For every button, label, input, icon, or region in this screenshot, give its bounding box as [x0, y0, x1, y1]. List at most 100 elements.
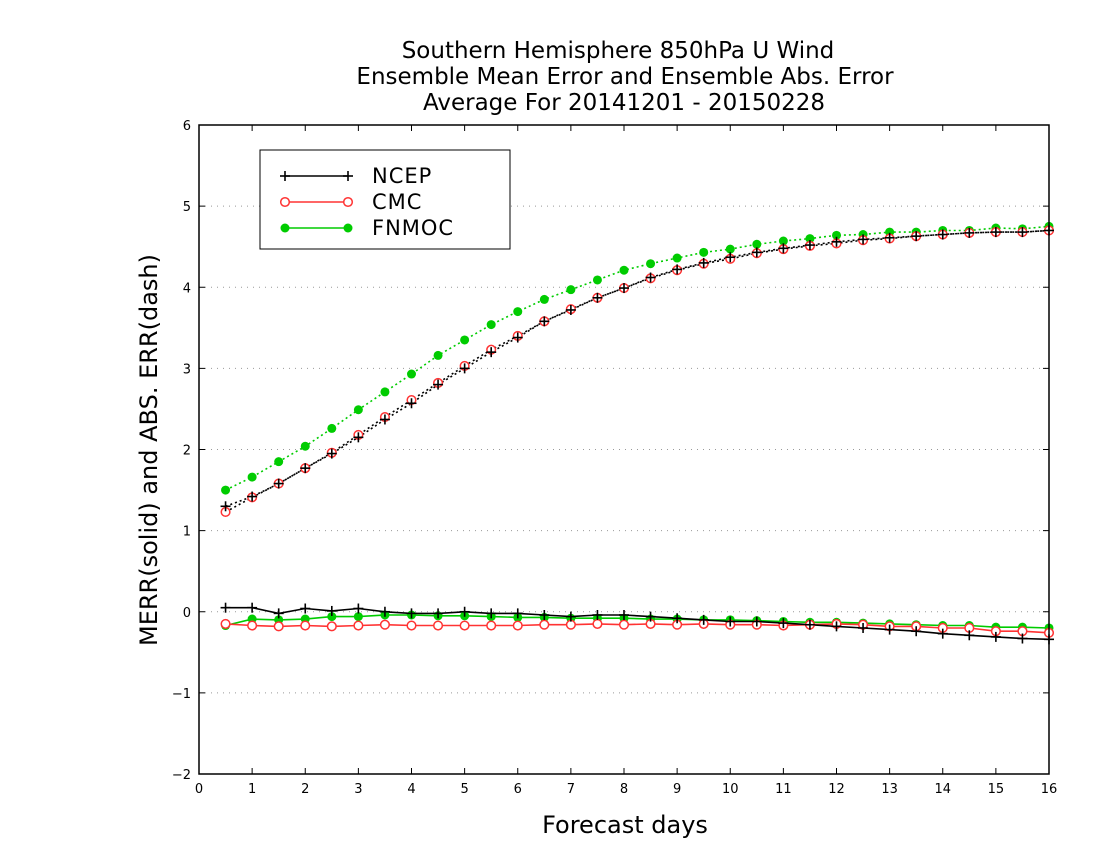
plot-series	[220, 221, 1055, 645]
abs-err-point-ncep	[645, 272, 656, 283]
abs-err-point-fnmoc	[460, 335, 470, 345]
abs-err-point-ncep	[1017, 227, 1028, 238]
y-tick-label: 3	[183, 362, 191, 377]
x-tick-label: 6	[514, 782, 522, 797]
x-tick-label: 10	[722, 782, 739, 797]
title-line-2: Ensemble Mean Error and Ensemble Abs. Er…	[356, 64, 894, 90]
y-tick-label: 6	[183, 119, 191, 134]
abs-err-point-fnmoc	[539, 294, 549, 304]
x-tick-label: 4	[407, 782, 415, 797]
x-tick-label: 3	[354, 782, 362, 797]
y-tick-label: 5	[183, 200, 191, 215]
abs-err-point-fnmoc	[646, 259, 656, 269]
legend-item-cmc: CMC	[279, 190, 422, 214]
abs-err-point-ncep	[300, 463, 311, 474]
merr-point-ncep	[486, 608, 497, 619]
abs-err-line-fnmoc	[225, 225, 1050, 491]
merr-point-ncep	[565, 611, 576, 622]
abs-err-point-fnmoc	[513, 307, 523, 317]
abs-err-point-ncep	[459, 363, 470, 374]
abs-err-point-fnmoc	[778, 236, 788, 246]
merr-point-cmc	[565, 619, 576, 630]
legend-item-fnmoc: FNMOC	[280, 216, 454, 240]
y-axis-label: MERR(solid) and ABS. ERR(dash)	[135, 254, 163, 646]
y-tick-label: −2	[172, 768, 191, 783]
markers-fnmoc	[221, 221, 1054, 633]
x-tick-label: 14	[934, 782, 951, 797]
abs-err-point-fnmoc	[353, 405, 363, 415]
legend-marker-right	[342, 196, 354, 208]
gridlines	[199, 205, 1049, 694]
legend-label-cmc: CMC	[372, 190, 422, 214]
x-tick-label: 8	[620, 782, 628, 797]
merr-point-ncep	[725, 616, 736, 627]
merr-point-cmc	[592, 618, 603, 629]
merr-point-cmc	[353, 620, 364, 631]
x-tick-label: 15	[988, 782, 1005, 797]
merr-point-cmc	[273, 621, 284, 632]
merr-point-ncep	[353, 603, 364, 614]
abs-err-point-fnmoc	[619, 265, 629, 275]
abs-err-point-ncep	[725, 252, 736, 263]
merr-point-cmc	[326, 621, 337, 632]
merr-point-ncep	[778, 618, 789, 629]
merr-point-fnmoc	[327, 612, 337, 622]
abs-err-point-ncep	[990, 227, 1001, 238]
x-axis-label: Forecast days	[542, 811, 708, 839]
abs-err-point-fnmoc	[592, 275, 602, 285]
merr-point-ncep	[645, 611, 656, 622]
abs-err-point-fnmoc	[274, 457, 284, 467]
abs-err-point-ncep	[964, 227, 975, 238]
merr-point-ncep	[220, 602, 231, 613]
abs-err-point-ncep	[884, 232, 895, 243]
legend-marker-left	[279, 196, 291, 208]
abs-err-point-fnmoc	[486, 320, 496, 330]
merr-point-cmc	[433, 620, 444, 631]
markers-ncep	[220, 225, 1054, 645]
merr-point-ncep	[1017, 633, 1028, 644]
y-tick-label: 0	[183, 606, 191, 621]
merr-point-cmc	[406, 620, 417, 631]
abs-err-line-cmc	[225, 229, 1050, 513]
title-line-1: Southern Hemisphere 850hPa U Wind	[402, 38, 835, 64]
legend-box	[259, 149, 511, 250]
abs-err-point-fnmoc	[300, 441, 310, 451]
merr-point-cmc	[300, 620, 311, 631]
merr-point-ncep	[751, 616, 762, 627]
y-tick-label: −1	[172, 687, 191, 702]
merr-point-ncep	[858, 622, 869, 633]
legend-marker-right	[343, 223, 353, 233]
legend-label-fnmoc: FNMOC	[372, 216, 454, 240]
legend-item-ncep: NCEP	[280, 164, 431, 188]
merr-point-cmc	[618, 619, 630, 630]
abs-err-point-fnmoc	[247, 472, 257, 482]
abs-err-point-ncep	[858, 234, 869, 245]
series-fnmoc	[225, 225, 1050, 629]
legend-marker-right	[343, 171, 353, 181]
merr-point-ncep	[698, 614, 709, 625]
merr-point-ncep	[619, 609, 629, 620]
merr-point-cmc	[486, 620, 497, 631]
x-tick-label: 5	[460, 782, 468, 797]
merr-point-ncep	[326, 605, 337, 616]
merr-point-ncep	[804, 619, 815, 630]
merr-point-ncep	[937, 628, 948, 639]
abs-err-point-fnmoc	[805, 234, 815, 244]
merr-point-ncep	[433, 608, 444, 619]
chart-title: Southern Hemisphere 850hPa U Wind Ensemb…	[356, 38, 894, 116]
abs-err-point-ncep	[406, 398, 417, 409]
abs-err-point-fnmoc	[752, 239, 762, 249]
x-tick-label: 12	[828, 782, 845, 797]
abs-err-point-ncep	[698, 257, 709, 268]
merr-point-ncep	[964, 630, 975, 641]
abs-err-point-fnmoc	[672, 253, 682, 263]
abs-err-point-fnmoc	[433, 350, 443, 360]
merr-point-ncep	[247, 602, 258, 613]
merr-point-ncep	[273, 608, 284, 619]
abs-err-point-ncep	[592, 292, 603, 303]
merr-point-ncep	[911, 626, 922, 637]
x-tick-label: 16	[1041, 782, 1058, 797]
abs-err-point-fnmoc	[221, 485, 231, 495]
abs-err-point-fnmoc	[407, 369, 416, 379]
